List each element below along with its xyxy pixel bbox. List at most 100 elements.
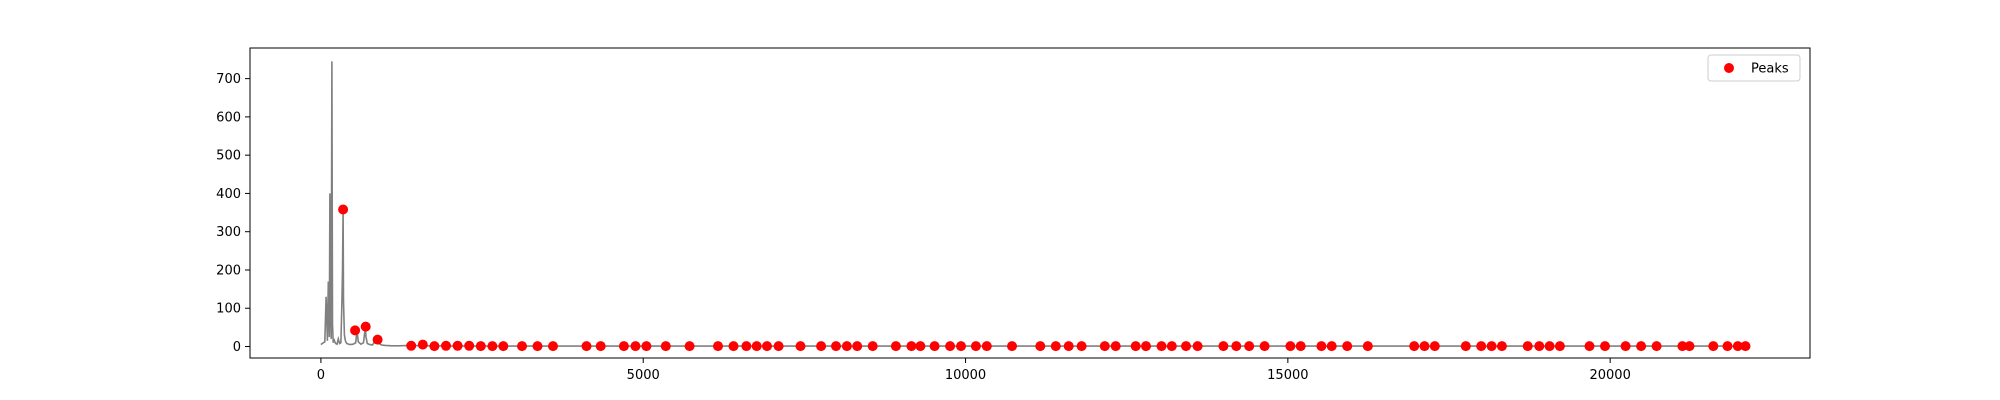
peak-point [498, 341, 509, 352]
y-tick-label: 700 [216, 72, 241, 87]
y-axis: 0 100 200 300 400 500 600 700 [216, 72, 250, 355]
peak-point [795, 341, 806, 352]
x-tick-label: 20000 [1589, 368, 1630, 383]
peak-point [441, 340, 451, 351]
y-tick-label: 400 [216, 187, 241, 202]
peak-point [1486, 341, 1497, 352]
peak-point [1419, 341, 1430, 352]
peak-point [1141, 341, 1151, 352]
peak-point [831, 341, 841, 352]
peak-point [1259, 341, 1270, 352]
peak-point [1460, 341, 1471, 352]
peak-point [1534, 341, 1545, 352]
peak-point [1231, 341, 1242, 352]
peak-point [429, 341, 440, 352]
peak-point [684, 341, 695, 352]
y-tick-label: 300 [216, 225, 241, 240]
peak-point [1181, 341, 1191, 352]
y-tick-label: 600 [216, 110, 241, 125]
peak-point [1218, 341, 1229, 352]
peak-point [1684, 341, 1695, 352]
peak-point [1130, 341, 1141, 352]
y-tick-label: 500 [216, 149, 241, 164]
peak-point [1429, 341, 1440, 352]
peak-point [1544, 341, 1555, 352]
peak-point [713, 341, 723, 352]
peak-point [1110, 341, 1121, 352]
x-tick-label: 10000 [945, 368, 986, 383]
peak-point [1600, 341, 1610, 352]
peak-point [1636, 341, 1647, 352]
peak-point [1554, 341, 1565, 352]
peak-point [981, 341, 992, 352]
y-tick-label: 0 [233, 340, 241, 355]
peak-point [762, 341, 772, 352]
peak-point [1409, 341, 1420, 352]
peak-point [1584, 341, 1595, 352]
peak-point [956, 341, 966, 352]
peak-point [1035, 341, 1046, 352]
axes-frame [249, 47, 1811, 359]
peak-point [487, 341, 498, 352]
peak-point [1732, 341, 1743, 352]
peak-point [1063, 341, 1074, 352]
peak-point [1316, 341, 1327, 352]
peak-point [1496, 341, 1507, 352]
peak-point [915, 341, 926, 352]
peak-point [1007, 341, 1017, 352]
legend-label: Peaks [1751, 62, 1789, 77]
peak-point [1651, 341, 1662, 352]
peak-point [773, 341, 784, 352]
x-tick-label: 0 [317, 368, 325, 383]
peak-point [581, 341, 592, 352]
peak-point [1295, 341, 1306, 352]
x-tick-label: 5000 [627, 368, 660, 383]
peak-point [1362, 341, 1373, 352]
peak-point [595, 341, 606, 352]
peak-point [360, 321, 371, 332]
peak-point [1476, 341, 1487, 352]
peak-point [338, 204, 349, 215]
peak-point [1156, 341, 1167, 352]
peak-point [406, 340, 417, 351]
peak-point [751, 341, 762, 352]
peak-point [417, 339, 428, 350]
peak-point [660, 341, 671, 352]
peak-point [1326, 341, 1337, 352]
peak-point [618, 341, 629, 352]
peak-point [475, 341, 486, 352]
peak-point [1244, 341, 1255, 352]
y-tick-label: 200 [216, 263, 241, 278]
peak-point [906, 341, 917, 352]
peak-point [867, 341, 878, 352]
peak-point [1677, 341, 1688, 352]
peak-point [372, 334, 383, 345]
y-tick-label: 100 [216, 302, 241, 317]
x-axis: 0 5000 10000 15000 20000 [317, 358, 1631, 383]
peak-point [1076, 341, 1087, 352]
peak-point [945, 341, 956, 352]
peak-point [852, 341, 863, 352]
peak-point [350, 325, 361, 336]
peak-point [741, 341, 752, 352]
peak-point [816, 341, 827, 352]
peak-point [970, 341, 981, 352]
peak-point [517, 341, 527, 352]
peak-point [841, 341, 852, 352]
peak-point [630, 341, 641, 352]
legend-box [1707, 54, 1801, 82]
x-tick-label: 15000 [1267, 368, 1308, 383]
legend: Peaks [1707, 54, 1801, 82]
legend-marker [1724, 63, 1734, 73]
peak-point [1722, 341, 1733, 352]
peak-point [1285, 341, 1296, 352]
peak-point [548, 341, 558, 352]
peak-point [641, 341, 652, 352]
peak-point [728, 341, 739, 352]
peak-point [1620, 341, 1631, 352]
peak-point [1708, 341, 1719, 352]
peak-point [1342, 341, 1353, 352]
peak-point [1740, 341, 1751, 352]
plot-area [320, 61, 1751, 352]
